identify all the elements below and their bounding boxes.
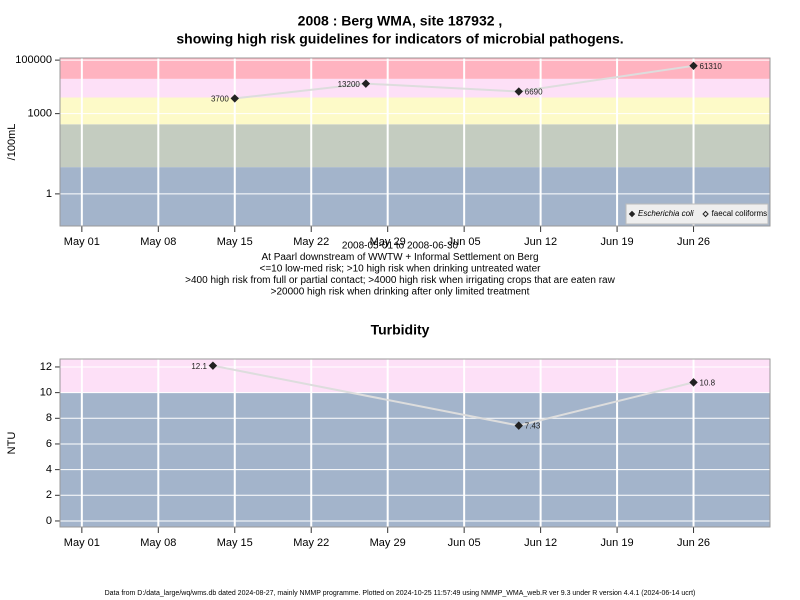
- data-label: 12.1: [191, 362, 207, 371]
- legend-marker: [702, 210, 709, 218]
- risk-band: [60, 97, 770, 125]
- data-label: 61310: [700, 62, 723, 71]
- legend-box: [625, 203, 769, 225]
- x-tick-label: Jun 12: [524, 236, 557, 248]
- note: >20000 high risk when drinking after onl…: [271, 287, 530, 298]
- x-tick-label: May 15: [217, 537, 253, 549]
- x-tick-label: Jun 26: [677, 537, 710, 549]
- note: At Paarl downstream of WWTW + Informal S…: [261, 252, 538, 263]
- y-tick-label: 6: [46, 438, 52, 450]
- risk-band: [60, 359, 770, 393]
- chart-title: showing high risk guidelines for indicat…: [176, 31, 623, 47]
- note: <=10 low-med risk; >10 high risk when dr…: [260, 264, 542, 275]
- y-axis-label: NTU: [6, 432, 18, 455]
- data-point: [514, 421, 523, 430]
- risk-band: [60, 392, 770, 527]
- y-tick-label: 4: [46, 464, 52, 476]
- data-label: 10.8: [700, 378, 716, 387]
- note: >400 high risk from full or partial cont…: [185, 275, 615, 286]
- y-tick-label: 1000: [28, 108, 52, 120]
- y-tick-label: 1: [46, 188, 52, 200]
- y-tick-label: 10: [40, 387, 52, 399]
- chart-title: 2008 : Berg WMA, site 187932 ,: [298, 13, 503, 29]
- x-tick-label: May 29: [370, 236, 406, 248]
- data-point: [208, 361, 218, 370]
- x-tick-label: Jun 19: [601, 236, 634, 248]
- series-line: [234, 64, 694, 100]
- risk-band: [60, 124, 770, 168]
- data-point: [689, 61, 698, 71]
- risk-band: [60, 58, 770, 79]
- y-axis-label: /100mL: [6, 124, 18, 161]
- risk-band: [60, 78, 770, 98]
- x-tick-label: May 22: [293, 537, 329, 549]
- x-tick-label: Jun 26: [677, 236, 710, 248]
- data-label: 3700: [211, 95, 229, 104]
- plot-frame: [59, 57, 771, 227]
- x-tick-label: May 15: [217, 236, 253, 248]
- x-tick-label: May 08: [140, 236, 176, 248]
- data-point: [514, 87, 523, 96]
- x-tick-label: May 01: [64, 537, 100, 549]
- data-label: 13200: [338, 80, 361, 89]
- note: 2008-05-01 to 2008-06-30: [342, 241, 459, 252]
- chart-title: Turbidity: [371, 322, 430, 338]
- plot-frame: [59, 358, 771, 528]
- x-tick-label: Jun 05: [448, 236, 481, 248]
- x-tick-label: May 29: [370, 537, 406, 549]
- x-tick-label: Jun 19: [601, 537, 634, 549]
- data-label: 6690: [525, 88, 543, 97]
- x-tick-label: May 01: [64, 236, 100, 248]
- data-label: 7.43: [525, 422, 541, 431]
- legend-label: faecal coliforms: [712, 209, 768, 218]
- legend-marker: [628, 210, 636, 218]
- y-tick-label: 8: [46, 412, 52, 424]
- y-tick-label: 2: [46, 489, 52, 501]
- y-tick-label: 0: [46, 515, 52, 527]
- x-tick-label: Jun 12: [524, 537, 557, 549]
- footer: Data from D:/data_large/wq/wms.db dated …: [105, 590, 696, 597]
- data-point: [230, 94, 239, 103]
- x-tick-label: May 22: [293, 236, 329, 248]
- y-tick-label: 12: [40, 361, 52, 373]
- data-point: [689, 378, 698, 387]
- y-tick-label: 100000: [15, 54, 52, 66]
- x-tick-label: May 08: [140, 537, 176, 549]
- legend-label: Escherichia coli: [638, 209, 694, 218]
- data-point: [361, 79, 371, 88]
- x-tick-label: Jun 05: [448, 537, 481, 549]
